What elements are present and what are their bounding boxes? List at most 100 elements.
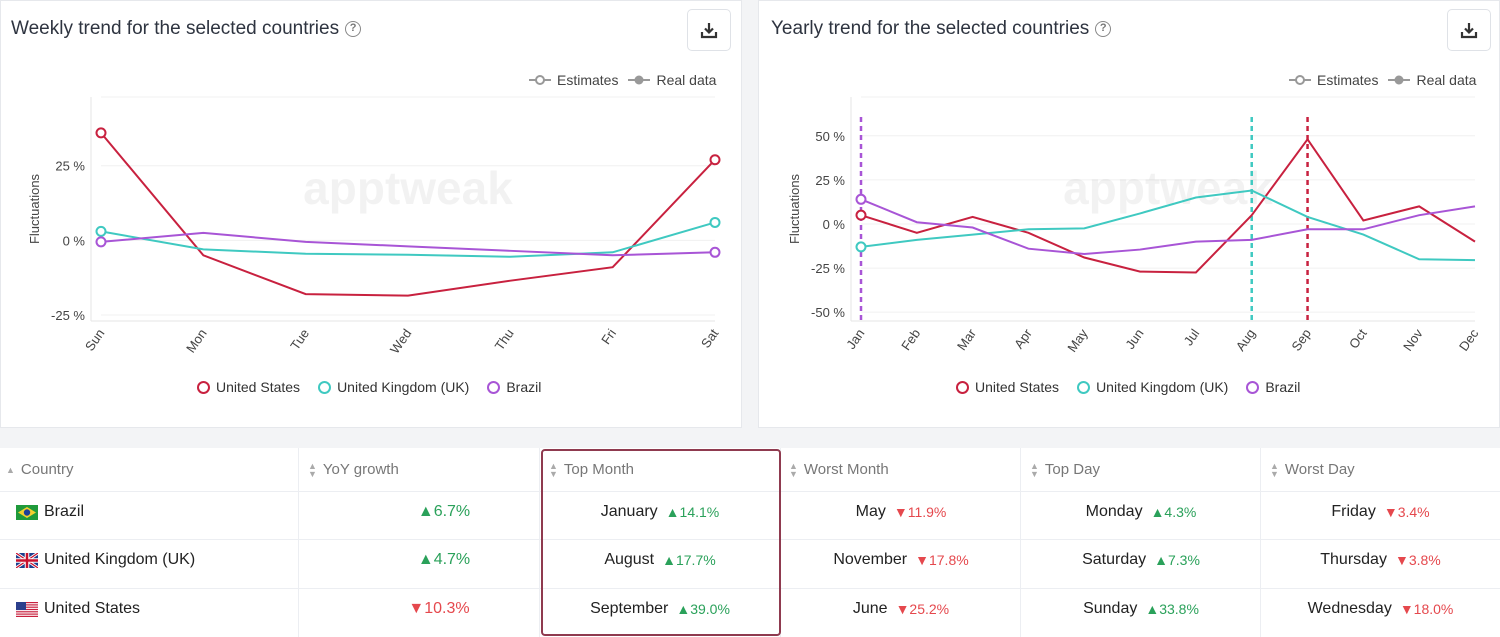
up-arrow-icon: ▲ [665, 504, 680, 520]
header-top-month-label: Top Month [563, 461, 634, 478]
series-line [100, 132, 716, 297]
legend-br[interactable]: Brazil [487, 379, 541, 395]
worst-month-pct: 25.2% [909, 601, 950, 617]
weekly-download-button[interactable] [687, 9, 731, 51]
header-worst-day[interactable]: ▲ ▼ Worst Day [1264, 448, 1355, 491]
worst-day-name: Wednesday [1307, 600, 1392, 617]
real-data-icon [1388, 75, 1411, 85]
data-point [95, 225, 107, 237]
y-axis-title: Fluctuations [27, 173, 42, 244]
column-divider [1020, 448, 1021, 637]
up-arrow-icon: ▲ [417, 503, 434, 520]
data-point [709, 216, 721, 228]
data-point [709, 246, 721, 258]
country-cell: United States [16, 585, 296, 633]
row-divider [0, 539, 1500, 540]
weekly-trend-title-wrap: Weekly trend for the selected countries … [11, 18, 362, 40]
worst-month-name: May [855, 503, 886, 520]
legend-real-label: Real data [656, 72, 717, 88]
legend-us[interactable]: United States [197, 379, 300, 395]
legend-estimates[interactable]: Estimates [1289, 72, 1378, 88]
down-arrow-icon: ▼ [915, 552, 929, 568]
download-icon [1460, 23, 1478, 39]
worst-month-name: November [833, 551, 908, 568]
legend-uk[interactable]: United Kingdom (UK) [1077, 379, 1228, 395]
data-point [855, 209, 867, 221]
data-point [95, 236, 107, 248]
header-country[interactable]: ▲ Country [0, 448, 73, 491]
series-line [100, 221, 716, 258]
legend-real-data[interactable]: Real data [1388, 72, 1476, 88]
worst-day-cell: Wednesday ▼ 18.0% [1261, 585, 1500, 633]
y-tick-label: 25 % [55, 159, 85, 174]
down-arrow-icon: ▼ [1399, 601, 1414, 617]
legend-real-data[interactable]: Real data [628, 72, 716, 88]
yearly-chart: 50 %25 %0 %-25 %-50 %Fluctuations apptwea… [787, 96, 1482, 355]
weekly-data-type-legend: Estimates Real data [529, 72, 716, 88]
legend-br-label: Brazil [506, 379, 542, 395]
header-worst-day-label: Worst Day [1284, 461, 1355, 478]
yoy-cell: ▼ 10.3% [299, 585, 539, 633]
header-top-month[interactable]: ▲ ▼ Top Month [543, 448, 634, 491]
top-month-cell: January ▲ 14.1% [540, 488, 780, 536]
data-point [95, 127, 107, 139]
x-tick-label: Aug [1233, 326, 1259, 354]
y-tick-label: 25 % [815, 173, 845, 188]
sort-icon: ▲ ▼ [308, 460, 317, 479]
weekly-trend-card: Weekly trend for the selected countries … [0, 0, 742, 428]
x-tick-label: Sep [1288, 326, 1314, 354]
yoy-cell: ▲ 6.7% [299, 488, 539, 536]
yearly-download-button[interactable] [1447, 9, 1491, 51]
down-arrow-icon: ▼ [1394, 552, 1409, 568]
top-day-cell: Monday ▲ 4.3% [1021, 488, 1261, 536]
x-tick-label: Apr [1011, 326, 1035, 352]
worst-month-cell: June ▼ 25.2% [781, 585, 1021, 633]
estimates-icon [529, 75, 551, 85]
yoy-cell: ▲ 4.7% [299, 536, 539, 584]
yearly-trend-title: Yearly trend for the selected countries [771, 18, 1090, 39]
header-country-label: Country [20, 461, 74, 478]
legend-estimates[interactable]: Estimates [529, 72, 618, 88]
y-tick-label: 0 % [823, 217, 846, 232]
y-tick-label: -50 % [811, 305, 845, 320]
top-month-pct: 39.0% [690, 601, 730, 617]
y-tick-label: 0 % [63, 233, 86, 248]
download-icon [700, 23, 718, 39]
series-line [100, 231, 716, 257]
country-cell: Brazil [16, 488, 296, 536]
us-marker-icon [956, 380, 969, 394]
worst-day-pct: 18.0% [1413, 601, 1454, 617]
header-worst-month[interactable]: ▲ ▼ Worst Month [783, 448, 889, 491]
top-day-cell: Sunday ▲ 33.8% [1021, 585, 1261, 633]
top-day-cell: Saturday ▲ 7.3% [1021, 536, 1261, 584]
worst-day-name: Thursday [1320, 551, 1387, 568]
weekly-series-legend: United States United Kingdom (UK) Brazil [197, 379, 541, 395]
uk-flag-icon [16, 552, 38, 568]
column-divider [1260, 448, 1261, 637]
x-tick-label: Jan [843, 326, 867, 352]
country-stats-table: ▲ Country ▲ ▼ YoY growth ▲ ▼ Top Month ▲ ▼ Wors… [0, 448, 1500, 637]
worst-day-cell: Thursday ▼ 3.8% [1261, 536, 1500, 584]
yearly-trend-card: Yearly trend for the selected countries … [758, 0, 1500, 428]
yoy-value: 10.3% [424, 600, 470, 617]
legend-br[interactable]: Brazil [1246, 379, 1300, 395]
legend-uk[interactable]: United Kingdom (UK) [318, 379, 469, 395]
header-top-day[interactable]: ▲ ▼ Top Day [1024, 448, 1100, 491]
y-tick-label: -25 % [51, 308, 85, 323]
series-line [860, 137, 1476, 274]
up-arrow-icon: ▲ [417, 551, 434, 568]
x-tick-label: Mar [954, 326, 980, 353]
help-icon[interactable]: ? [1095, 21, 1112, 37]
legend-us[interactable]: United States [956, 379, 1059, 395]
uk-marker-icon [1077, 380, 1091, 394]
worst-month-cell: May ▼ 11.9% [781, 488, 1021, 536]
y-tick-label: 50 % [815, 129, 845, 144]
x-tick-label: Feb [898, 326, 923, 353]
header-yoy-growth[interactable]: ▲ ▼ YoY growth [302, 448, 399, 491]
help-icon[interactable]: ? [345, 21, 362, 37]
country-cell: United Kingdom (UK) [16, 536, 296, 584]
sort-icon: ▲ ▼ [1270, 460, 1279, 479]
br-marker-icon [1246, 380, 1260, 394]
header-top-day-label: Top Day [1044, 461, 1100, 478]
worst-month-pct: 11.9% [907, 504, 947, 520]
